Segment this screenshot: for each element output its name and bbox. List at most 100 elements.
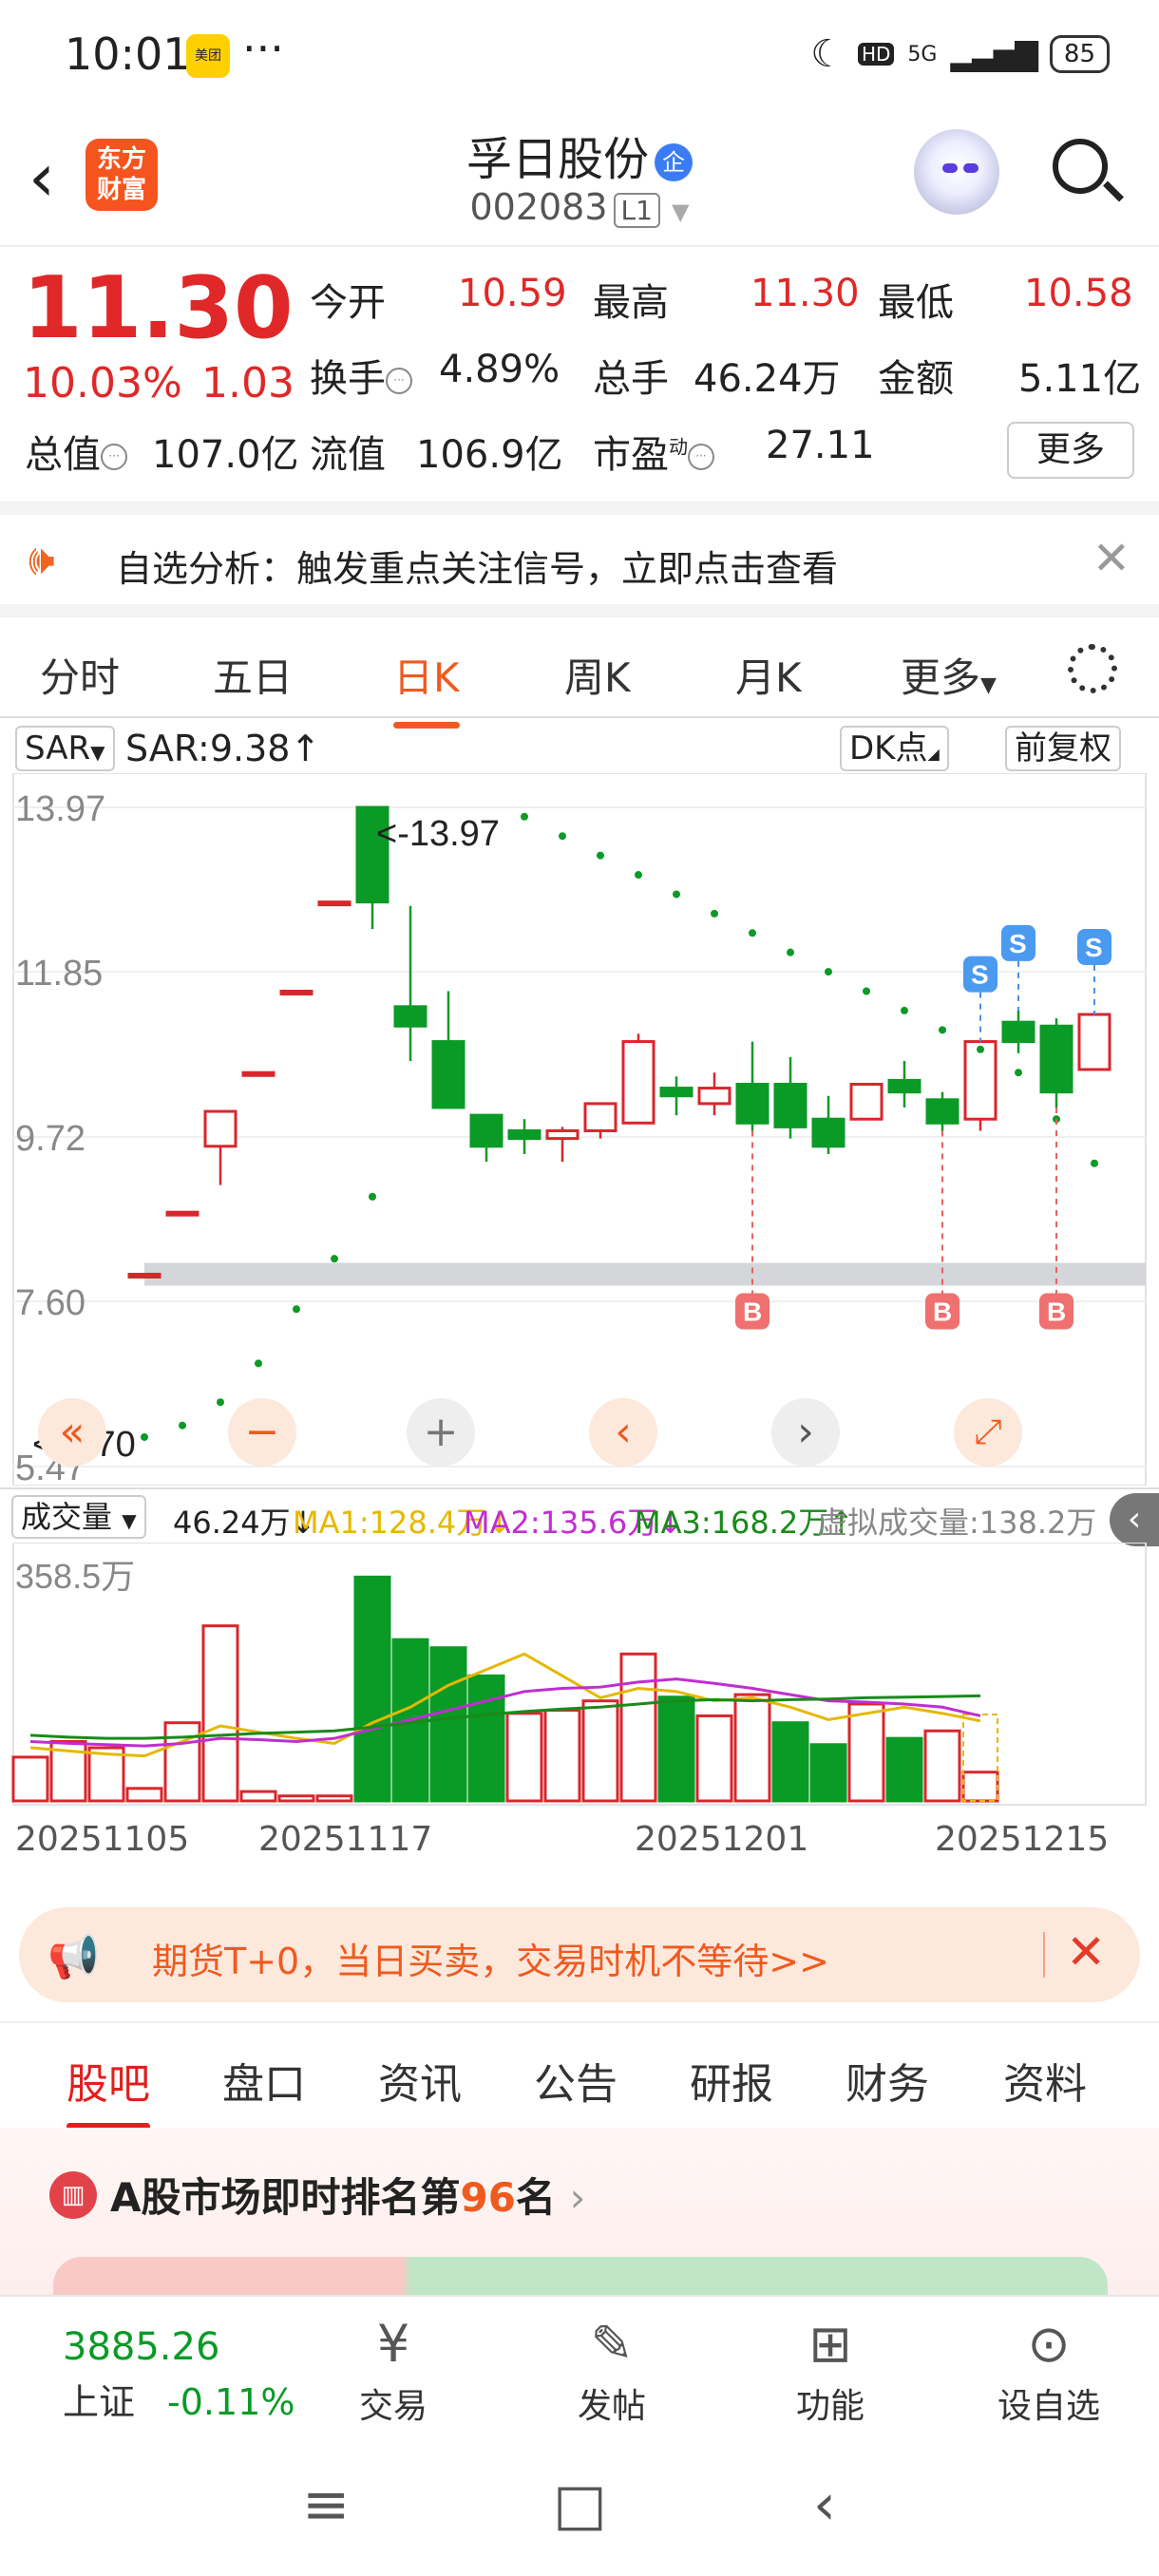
- more-button[interactable]: 更多: [1007, 422, 1134, 479]
- index-ticker[interactable]: 3885.26 上证 -0.11%: [63, 2325, 294, 2425]
- volume-bar: [163, 1721, 201, 1803]
- volume-select-label: 成交量: [21, 1499, 113, 1535]
- volume-bar: [771, 1721, 809, 1803]
- sar-dot: [673, 890, 680, 899]
- tab-research[interactable]: 研报: [690, 2060, 773, 2109]
- tab-profile[interactable]: 资料: [1003, 2060, 1087, 2109]
- app-logo[interactable]: 东方 财富: [86, 139, 158, 211]
- tab-guba[interactable]: 股吧: [66, 2050, 150, 2130]
- candle-body: [431, 1040, 466, 1109]
- volume-label: 总手: [593, 357, 669, 401]
- back-button[interactable]: ‹: [28, 139, 55, 217]
- close-icon[interactable]: ✕: [1066, 1924, 1106, 1979]
- high-value: 11.30: [750, 272, 860, 315]
- scroll-right-button[interactable]: ›: [771, 1398, 840, 1467]
- volume-bar: [11, 1755, 49, 1803]
- sell-marker-label: S: [1085, 933, 1103, 962]
- tab-more[interactable]: 更多▼: [901, 646, 997, 704]
- volume-frame: [12, 1543, 1147, 1806]
- search-icon[interactable]: [1053, 139, 1108, 194]
- tab-weekly-k[interactable]: 周K: [564, 654, 631, 701]
- indicator-bar: SAR▼ SAR:9.38↑ DK点◢ 前复权: [0, 716, 1159, 775]
- zoom-in-button[interactable]: +: [407, 1398, 475, 1467]
- nav-post[interactable]: ✎ 发帖: [545, 2310, 678, 2428]
- stock-title: 孚日股份企: [0, 122, 1159, 188]
- nav-add-watchlist[interactable]: ⊙ 设自选: [982, 2310, 1115, 2428]
- pe-sup: 动: [669, 435, 688, 459]
- back-icon[interactable]: ‹: [813, 2472, 836, 2538]
- sell-marker-label: S: [971, 960, 989, 990]
- tab-announcements[interactable]: 公告: [534, 2060, 618, 2109]
- ranking-section[interactable]: ▥ A股市场即时排名第96名 ›: [0, 2128, 1159, 2314]
- sar-dot: [939, 1026, 946, 1034]
- volume-bar: [695, 1714, 733, 1803]
- period-tabs: 分时 五日 日K 周K 月K 更多▼: [0, 604, 1159, 729]
- system-nav-bar: ≡ □ ‹: [0, 2434, 1159, 2576]
- volume-bar: [353, 1575, 391, 1803]
- sar-value: SAR:9.38↑: [125, 728, 320, 769]
- volume-bar: [885, 1736, 923, 1803]
- tab-intraday[interactable]: 分时: [40, 654, 121, 701]
- turnover-label[interactable]: 换手 ···: [310, 348, 412, 403]
- menu-icon[interactable]: ≡: [302, 2472, 351, 2538]
- adjust-select[interactable]: 前复权: [1005, 726, 1121, 771]
- volume-chart[interactable]: 358.5万: [0, 1543, 1159, 1806]
- date-label: 20251117: [258, 1820, 433, 1859]
- tab-five-day[interactable]: 五日: [213, 654, 294, 701]
- market-cap-label[interactable]: 总值 ···: [25, 424, 127, 479]
- sell-marker[interactable]: [1001, 924, 1036, 961]
- analysis-notice[interactable]: 🕪 自选分析：触发重点关注信号，立即点击查看 ✕: [0, 502, 1159, 604]
- caret-down-icon: ▼: [122, 1509, 137, 1532]
- sell-marker[interactable]: [1077, 928, 1112, 965]
- sar-dot: [787, 948, 794, 957]
- gear-icon[interactable]: [1068, 644, 1117, 693]
- candle-body: [241, 1070, 276, 1077]
- enterprise-badge: 企: [655, 143, 693, 181]
- candle-body: [583, 1102, 618, 1132]
- candle-body: [1039, 1024, 1074, 1094]
- nav-functions[interactable]: ⊞ 功能: [764, 2310, 897, 2428]
- virtual-volume-bar: [962, 1714, 998, 1802]
- collapse-left-button[interactable]: «: [38, 1398, 106, 1467]
- buy-marker[interactable]: [735, 1293, 770, 1330]
- futures-promo-banner[interactable]: 📢 期货T+0，当日买卖，交易时机不等待>> ✕: [19, 1907, 1140, 2002]
- level-badge: L1: [613, 193, 660, 228]
- kline-chart[interactable]: 13.9711.859.727.605.47BBBSSS<-13.97<-5.7…: [0, 773, 1159, 1486]
- tab-news[interactable]: 资讯: [378, 2060, 462, 2109]
- home-icon[interactable]: □: [553, 2472, 607, 2538]
- ma1-value: MA1:128.4万↓: [293, 1505, 513, 1541]
- dk-label: DK点: [849, 729, 928, 767]
- info-icon: ···: [688, 444, 714, 470]
- fullscreen-icon[interactable]: ⤢: [954, 1398, 1022, 1467]
- buy-marker-label: B: [933, 1297, 952, 1327]
- pe-label[interactable]: 市盈动 ···: [593, 424, 714, 479]
- nav-trade[interactable]: ¥ 交易: [327, 2310, 460, 2428]
- assistant-robot-icon[interactable]: [914, 129, 999, 215]
- ma3-line: [29, 1694, 981, 1740]
- tab-pankou[interactable]: 盘口: [222, 2060, 306, 2109]
- stock-code-row[interactable]: 002083 L1 ▼: [0, 186, 1159, 228]
- dk-point-select[interactable]: DK点◢: [840, 726, 949, 771]
- volume-select[interactable]: 成交量 ▼: [11, 1495, 146, 1539]
- tab-daily-k[interactable]: 日K: [393, 646, 460, 729]
- zoom-out-button[interactable]: −: [228, 1398, 296, 1467]
- sell-marker[interactable]: [963, 956, 998, 993]
- scroll-left-button[interactable]: ‹: [589, 1398, 657, 1467]
- quote-panel: 11.30 10.03% 1.03 今开 10.59 最高 11.30 最低 1…: [0, 245, 1159, 502]
- indicator-select[interactable]: SAR▼: [15, 726, 115, 771]
- nav-post-label: 发帖: [577, 2387, 646, 2426]
- megaphone-icon: 📢: [48, 1933, 100, 1981]
- buy-marker[interactable]: [1039, 1293, 1074, 1330]
- sell-marker-label: S: [1009, 929, 1027, 958]
- volume-bar: [505, 1712, 543, 1803]
- more-circle-icon: ⊙: [1027, 2314, 1071, 2374]
- volume-bar: [315, 1794, 353, 1803]
- stock-code: 002083: [469, 186, 608, 228]
- amount-label: 金额: [878, 357, 954, 401]
- index-name: 上证: [63, 2381, 136, 2423]
- close-icon[interactable]: ✕: [1092, 532, 1130, 585]
- buy-marker[interactable]: [925, 1293, 960, 1330]
- tab-finance[interactable]: 财务: [846, 2060, 929, 2109]
- chevron-left-icon[interactable]: ‹: [1110, 1493, 1159, 1546]
- tab-monthly-k[interactable]: 月K: [735, 654, 802, 701]
